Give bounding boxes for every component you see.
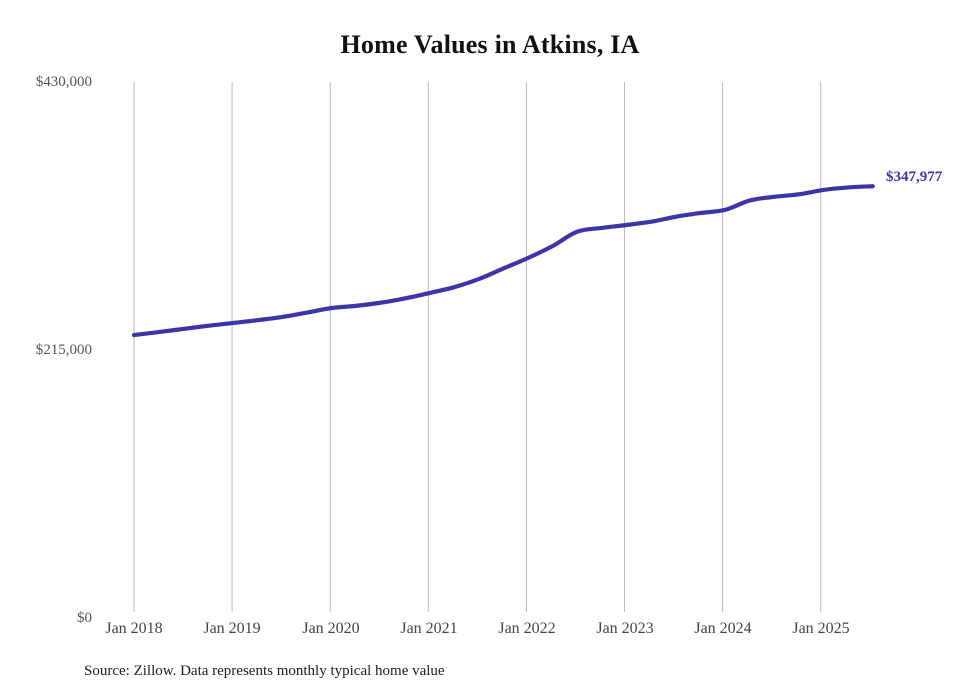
- home-value-line-series: [131, 184, 875, 338]
- y-axis-tick-label-0: $0: [77, 610, 92, 626]
- x-axis-tick-label-jan-2021: Jan 2021: [400, 620, 458, 637]
- source-note: Source: Zillow. Data represents monthly …: [84, 663, 445, 679]
- end-value-annotation: $347,977: [886, 169, 943, 185]
- x-axis-tick-label-jan-2024: Jan 2024: [694, 620, 752, 637]
- x-axis-tick-label-jan-2018: Jan 2018: [105, 620, 163, 637]
- y-axis-tick-label-215000: $215,000: [35, 342, 92, 358]
- x-axis-tick-label-jan-2023: Jan 2023: [596, 620, 654, 637]
- x-axis-tick-label-jan-2020: Jan 2020: [302, 620, 360, 637]
- x-axis-tick-label-jan-2019: Jan 2019: [203, 620, 261, 637]
- gridlines-group: [133, 82, 822, 612]
- page-title: Home Values in Atkins, IA: [340, 30, 640, 59]
- x-axis-tick-label-jan-2025: Jan 2025: [792, 620, 850, 637]
- x-axis-tick-label-jan-2022: Jan 2022: [498, 620, 556, 637]
- y-axis-tick-label-430000: $430,000: [35, 74, 92, 90]
